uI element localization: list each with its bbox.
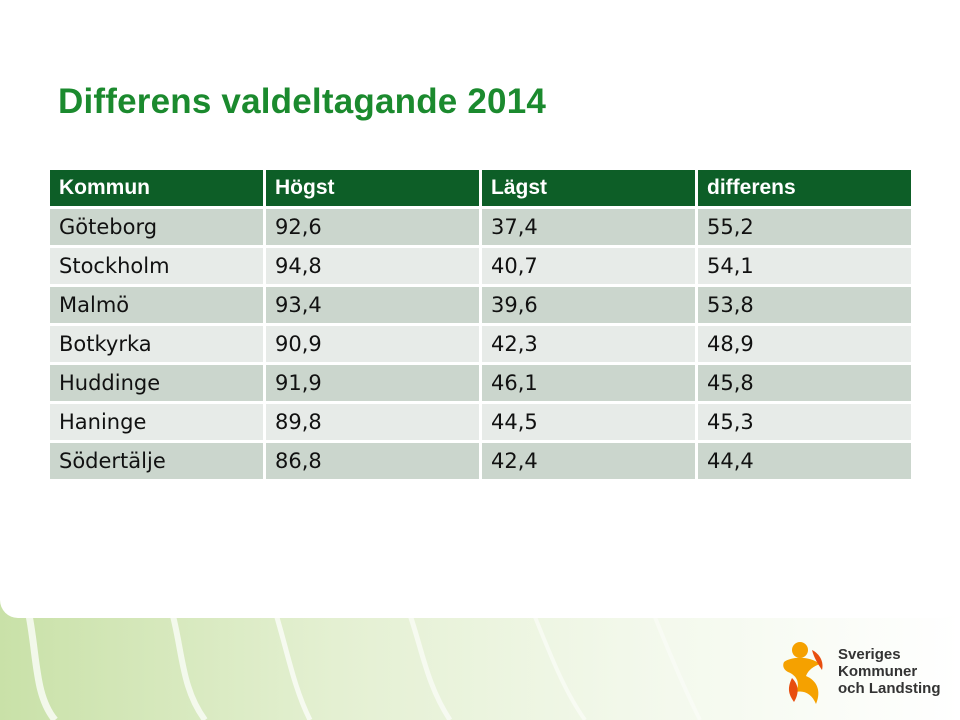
slide-title: Differens valdeltagande 2014 — [58, 82, 547, 121]
header-differens: differens — [698, 170, 911, 206]
table-row: Göteborg 92,6 37,4 55,2 — [50, 209, 911, 245]
cell-differens: 53,8 — [698, 287, 911, 323]
cell-differens: 55,2 — [698, 209, 911, 245]
cell-lagst: 39,6 — [482, 287, 695, 323]
cell-differens: 45,3 — [698, 404, 911, 440]
cell-kommun: Stockholm — [50, 248, 263, 284]
cell-lagst: 42,3 — [482, 326, 695, 362]
logo-line-2: Kommuner — [838, 663, 918, 680]
cell-lagst: 46,1 — [482, 365, 695, 401]
table-row: Stockholm 94,8 40,7 54,1 — [50, 248, 911, 284]
cell-hogst: 86,8 — [266, 443, 479, 479]
skl-logo: Sveriges Kommuner och Landsting — [778, 640, 948, 708]
cell-kommun: Botkyrka — [50, 326, 263, 362]
logo-line-3: och Landsting — [838, 680, 941, 697]
cell-kommun: Göteborg — [50, 209, 263, 245]
logo-line-1: Sveriges — [838, 646, 901, 663]
table-row: Haninge 89,8 44,5 45,3 — [50, 404, 911, 440]
cell-differens: 45,8 — [698, 365, 911, 401]
cell-lagst: 42,4 — [482, 443, 695, 479]
skl-figure-logo-icon — [783, 642, 823, 704]
table-row: Huddinge 91,9 46,1 45,8 — [50, 365, 911, 401]
cell-kommun: Södertälje — [50, 443, 263, 479]
table-row: Malmö 93,4 39,6 53,8 — [50, 287, 911, 323]
table-row: Botkyrka 90,9 42,3 48,9 — [50, 326, 911, 362]
cell-differens: 54,1 — [698, 248, 911, 284]
skl-logo-text: Sveriges Kommuner och Landsting — [838, 646, 941, 697]
header-hogst: Högst — [266, 170, 479, 206]
header-lagst: Lägst — [482, 170, 695, 206]
cell-kommun: Malmö — [50, 287, 263, 323]
cell-hogst: 92,6 — [266, 209, 479, 245]
cell-differens: 48,9 — [698, 326, 911, 362]
slide-content-area: Differens valdeltagande 2014 Kommun Högs… — [47, 82, 914, 482]
cell-hogst: 93,4 — [266, 287, 479, 323]
cell-hogst: 90,9 — [266, 326, 479, 362]
cell-lagst: 40,7 — [482, 248, 695, 284]
header-kommun: Kommun — [50, 170, 263, 206]
table-header-row: Kommun Högst Lägst differens — [50, 170, 911, 206]
cell-hogst: 94,8 — [266, 248, 479, 284]
cell-differens: 44,4 — [698, 443, 911, 479]
cell-lagst: 44,5 — [482, 404, 695, 440]
table-row: Södertälje 86,8 42,4 44,4 — [50, 443, 911, 479]
results-table: Kommun Högst Lägst differens Göteborg 92… — [47, 167, 914, 482]
cell-hogst: 89,8 — [266, 404, 479, 440]
cell-kommun: Huddinge — [50, 365, 263, 401]
cell-hogst: 91,9 — [266, 365, 479, 401]
cell-lagst: 37,4 — [482, 209, 695, 245]
cell-kommun: Haninge — [50, 404, 263, 440]
